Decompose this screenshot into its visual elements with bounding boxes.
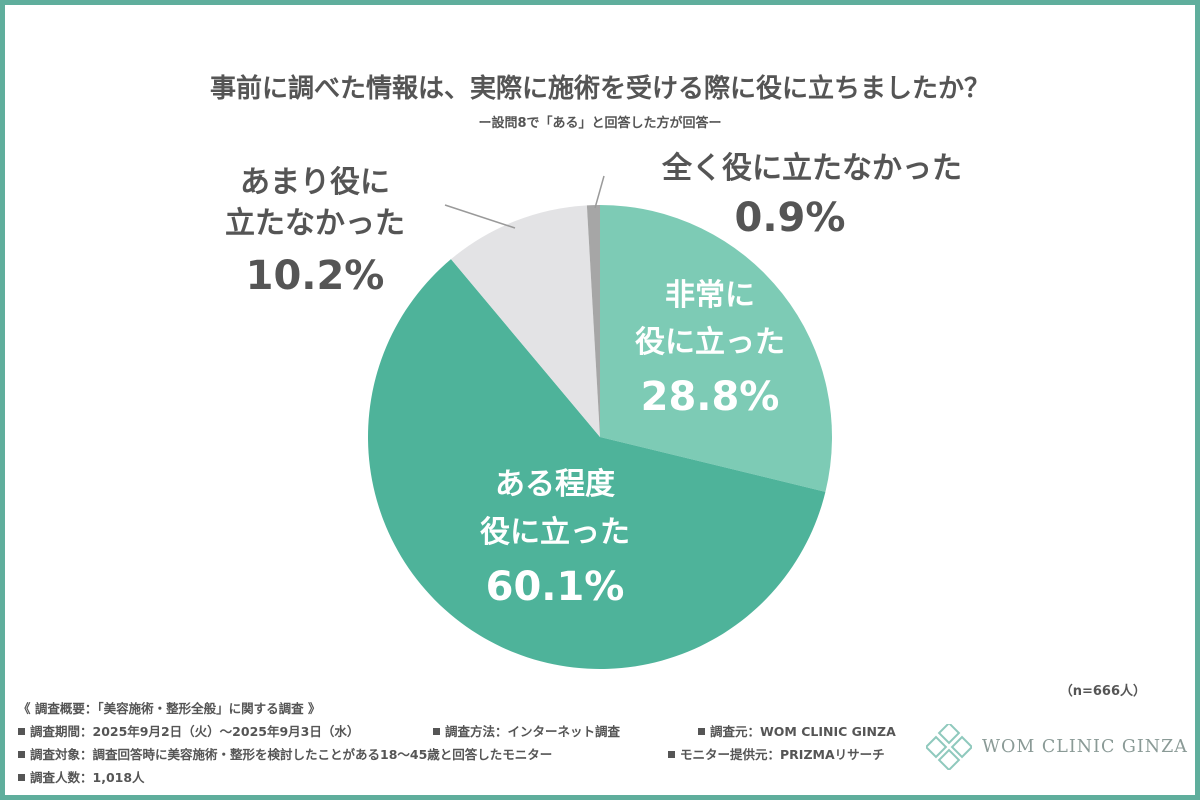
slice-value-label: 28.8% (641, 374, 780, 420)
slice-label: 役に立った (480, 515, 630, 550)
survey-target: 調査対象：調査回答時に美容施術・整形を検討したことがある18〜45歳と回答したモ… (18, 743, 668, 766)
survey-method: 調査方法：インターネット調査 (433, 720, 698, 743)
diamond-logo-icon (926, 724, 972, 770)
pie-slice (600, 205, 832, 492)
pie-slice (450, 205, 600, 437)
slice-label: 役に立った (635, 325, 785, 360)
slice-label: 全く役に立たなかった (661, 151, 962, 186)
chart-subtitle: ー設問8で「ある」と回答した方が回答ー (478, 116, 722, 131)
sample-size: （n=666人） (1059, 684, 1146, 699)
leader-line (444, 204, 516, 229)
pie-slice (586, 205, 600, 437)
clinic-logo: WOM CLINIC GINZA (926, 722, 1188, 772)
slice-label: あまり役に (240, 165, 390, 200)
slice-label: ある程度 (495, 467, 615, 502)
chart-title: 事前に調べた情報は、実際に施術を受ける際に役に立ちましたか？ (209, 74, 990, 104)
slice-label: 非常に (665, 278, 755, 313)
survey-footer: 《 調査概要：「美容施術・整形全般」に関する調査 》 調査期間：2025年9月2… (18, 697, 896, 789)
survey-source: 調査元：WOM CLINIC GINZA (698, 720, 896, 743)
leader-line (594, 175, 605, 209)
slice-value-label: 0.9% (735, 195, 846, 241)
survey-count: 調査人数：1,018人 (18, 766, 145, 789)
survey-period: 調査期間：2025年9月2日（火）〜2025年9月3日（水） (18, 720, 433, 743)
survey-overview: 《 調査概要：「美容施術・整形全般」に関する調査 》 (18, 701, 321, 716)
slice-value-label: 60.1% (486, 564, 625, 610)
logo-text: WOM CLINIC GINZA (982, 737, 1188, 757)
slice-value-label: 10.2% (246, 253, 385, 299)
slice-label: 立たなかった (225, 206, 405, 241)
pie-slice (368, 259, 826, 669)
survey-provider: モニター提供元：PRIZMAリサーチ (668, 743, 885, 766)
